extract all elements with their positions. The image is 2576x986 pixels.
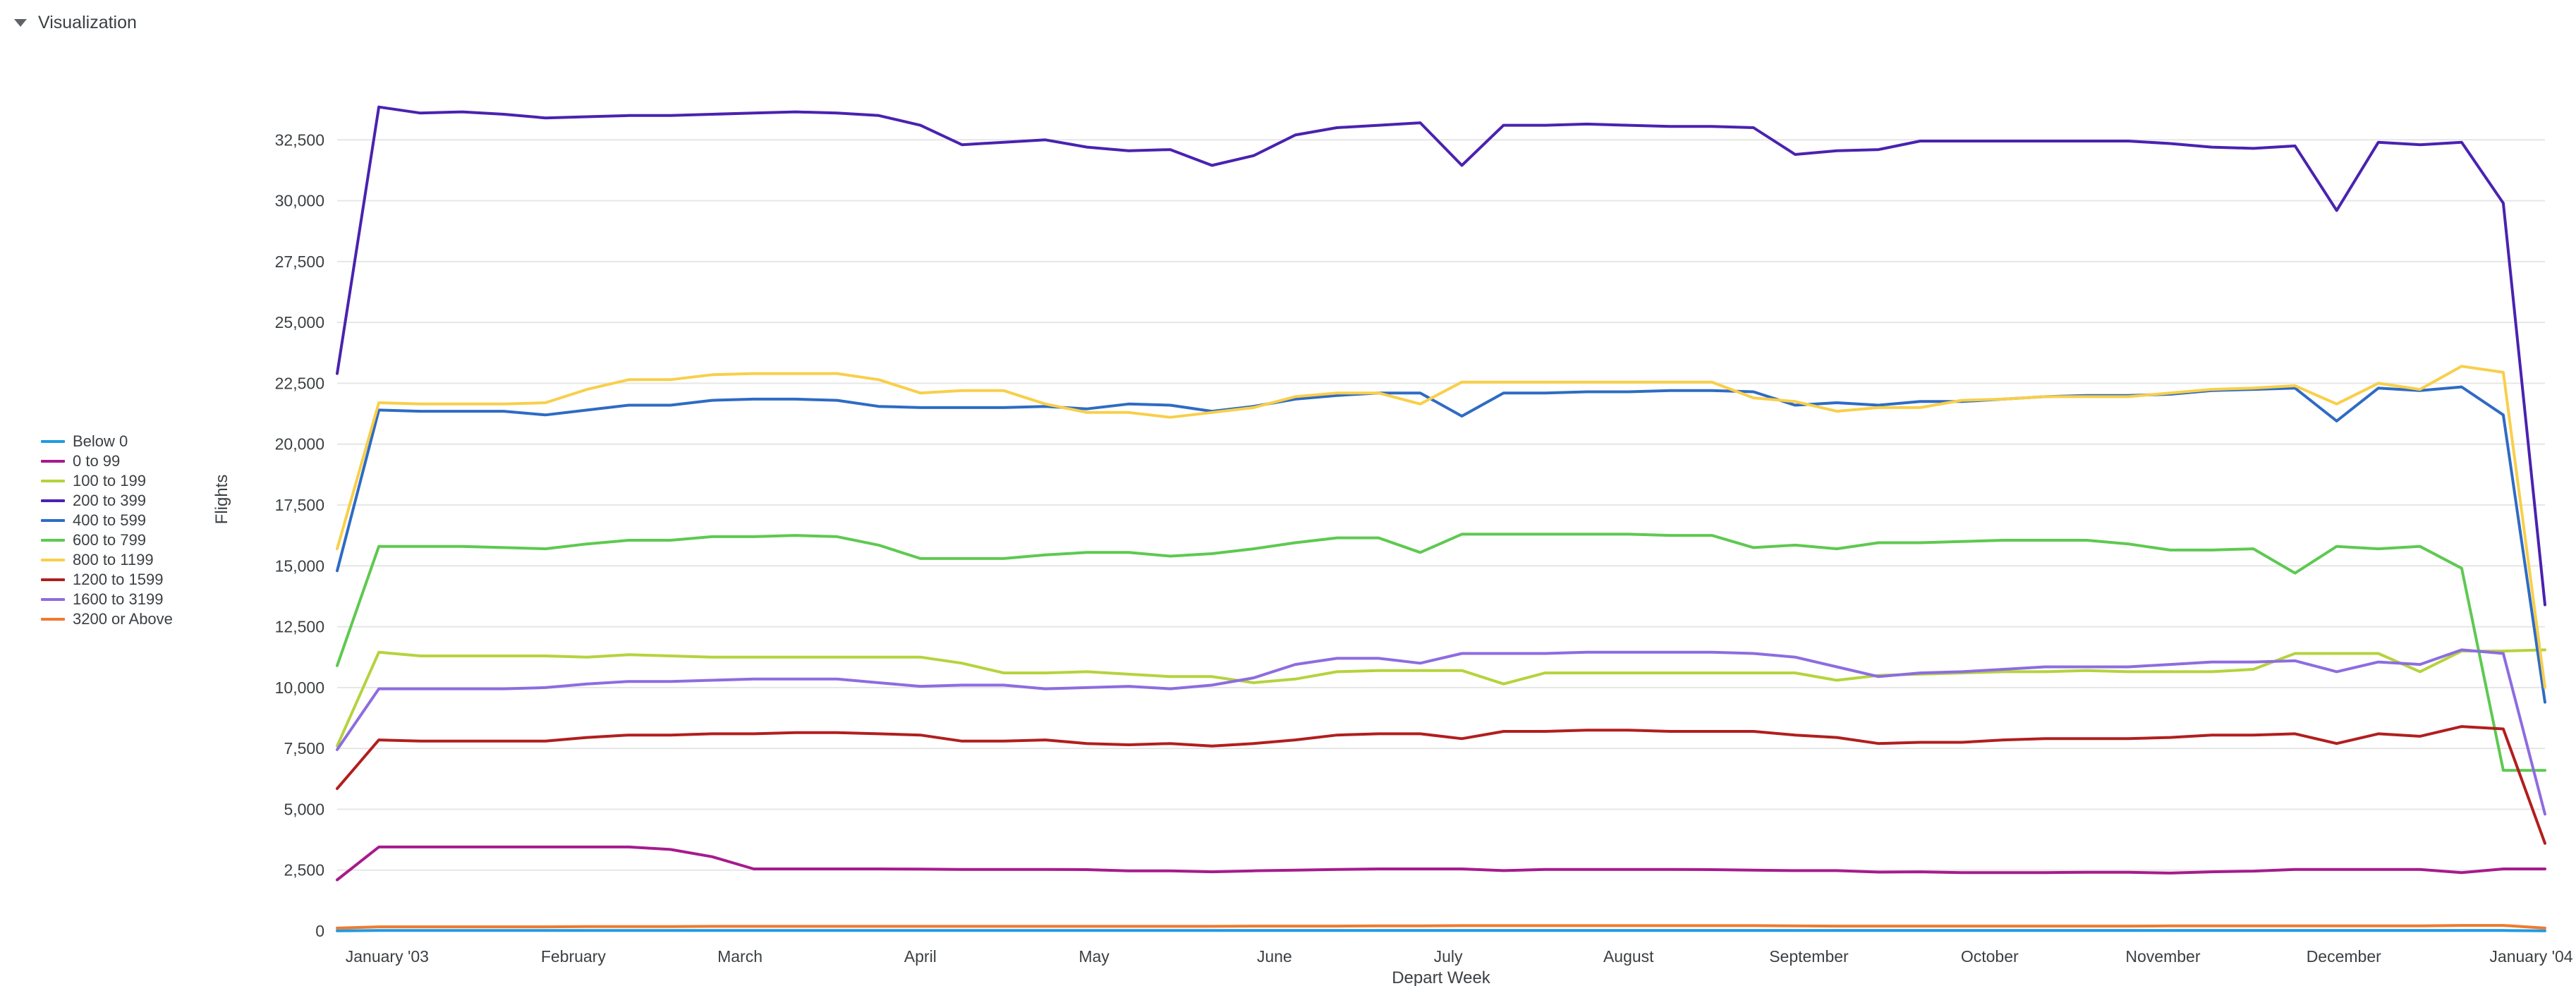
x-tick-label: March (717, 947, 763, 966)
y-tick-label: 30,000 (275, 192, 324, 210)
legend-label: 200 to 399 (73, 492, 146, 509)
y-tick-label: 32,500 (275, 130, 324, 149)
x-tick-label: February (541, 947, 607, 966)
x-tick-label: May (1079, 947, 1110, 966)
y-tick-label: 2,500 (284, 861, 324, 880)
x-tick-label: August (1603, 947, 1654, 966)
legend-label: 400 to 599 (73, 511, 146, 529)
legend-label: 1200 to 1599 (73, 571, 164, 588)
legend-item[interactable]: Below 0 (41, 432, 173, 451)
series-line-800-to-1199[interactable] (336, 365, 2546, 689)
legend-swatch (41, 618, 65, 621)
x-tick-label: June (1257, 947, 1292, 966)
legend-swatch (41, 440, 65, 443)
x-tick-label: December (2307, 947, 2381, 966)
x-tick-label: April (904, 947, 937, 966)
series-line-0-to-99[interactable] (336, 845, 2546, 882)
y-tick-label: 22,500 (275, 374, 324, 392)
series-line-3200-or-above[interactable] (336, 924, 2546, 930)
y-tick-label: 15,000 (275, 556, 324, 575)
legend-item[interactable]: 600 to 799 (41, 530, 173, 550)
legend-swatch (41, 539, 65, 542)
legend-label: 3200 or Above (73, 610, 173, 628)
visualization-section-toggle[interactable]: Visualization (14, 10, 137, 35)
legend-item[interactable]: 1600 to 3199 (41, 590, 173, 609)
legend-swatch (41, 598, 65, 601)
legend-label: 0 to 99 (73, 452, 121, 470)
caret-down-icon (14, 18, 27, 27)
series-line-600-to-799[interactable] (336, 532, 2546, 772)
x-tick-label: January '04 (2489, 947, 2572, 966)
legend-item[interactable]: 3200 or Above (41, 609, 173, 629)
section-title: Visualization (38, 12, 137, 32)
legend-label: Below 0 (73, 432, 128, 450)
legend-label: 600 to 799 (73, 531, 146, 549)
legend-label: 1600 to 3199 (73, 590, 164, 608)
legend-swatch (41, 480, 65, 482)
legend-item[interactable]: 200 to 399 (41, 491, 173, 511)
x-tick-label: July (1434, 947, 1463, 966)
y-tick-label: 10,000 (275, 678, 324, 697)
legend-item[interactable]: 800 to 1199 (41, 550, 173, 570)
series-line-200-to-399[interactable] (336, 105, 2546, 607)
chart-legend: Below 0 0 to 99 100 to 199 200 to 399 400 to… (41, 432, 173, 629)
y-tick-label: 7,500 (284, 739, 324, 757)
legend-label: 100 to 199 (73, 472, 146, 489)
y-tick-label: 0 (315, 922, 324, 940)
y-tick-label: 17,500 (275, 496, 324, 514)
legend-item[interactable]: 100 to 199 (41, 471, 173, 491)
y-tick-label: 5,000 (284, 800, 324, 818)
series-line-100-to-199[interactable] (336, 648, 2546, 748)
legend-item[interactable]: 0 to 99 (41, 451, 173, 471)
legend-swatch (41, 559, 65, 561)
series-line-1600-to-3199[interactable] (336, 648, 2546, 816)
y-tick-label: 27,500 (275, 252, 324, 271)
y-tick-label: 12,500 (275, 618, 324, 636)
x-axis-title: Depart Week (1392, 968, 1491, 986)
x-tick-label: January '03 (346, 947, 429, 966)
x-tick-label: November (2125, 947, 2200, 966)
series-line-1200-to-1599[interactable] (336, 725, 2546, 845)
y-tick-label: 20,000 (275, 435, 324, 454)
legend-swatch (41, 499, 65, 502)
legend-swatch (41, 460, 65, 463)
legend-item[interactable]: 400 to 599 (41, 511, 173, 530)
y-axis-title: Flights (212, 475, 231, 525)
x-tick-label: October (1961, 947, 2019, 966)
legend-item[interactable]: 1200 to 1599 (41, 570, 173, 590)
legend-label: 800 to 1199 (73, 551, 154, 568)
x-tick-label: September (1769, 947, 1849, 966)
legend-swatch (41, 578, 65, 581)
legend-swatch (41, 519, 65, 522)
y-tick-label: 25,000 (275, 313, 324, 331)
